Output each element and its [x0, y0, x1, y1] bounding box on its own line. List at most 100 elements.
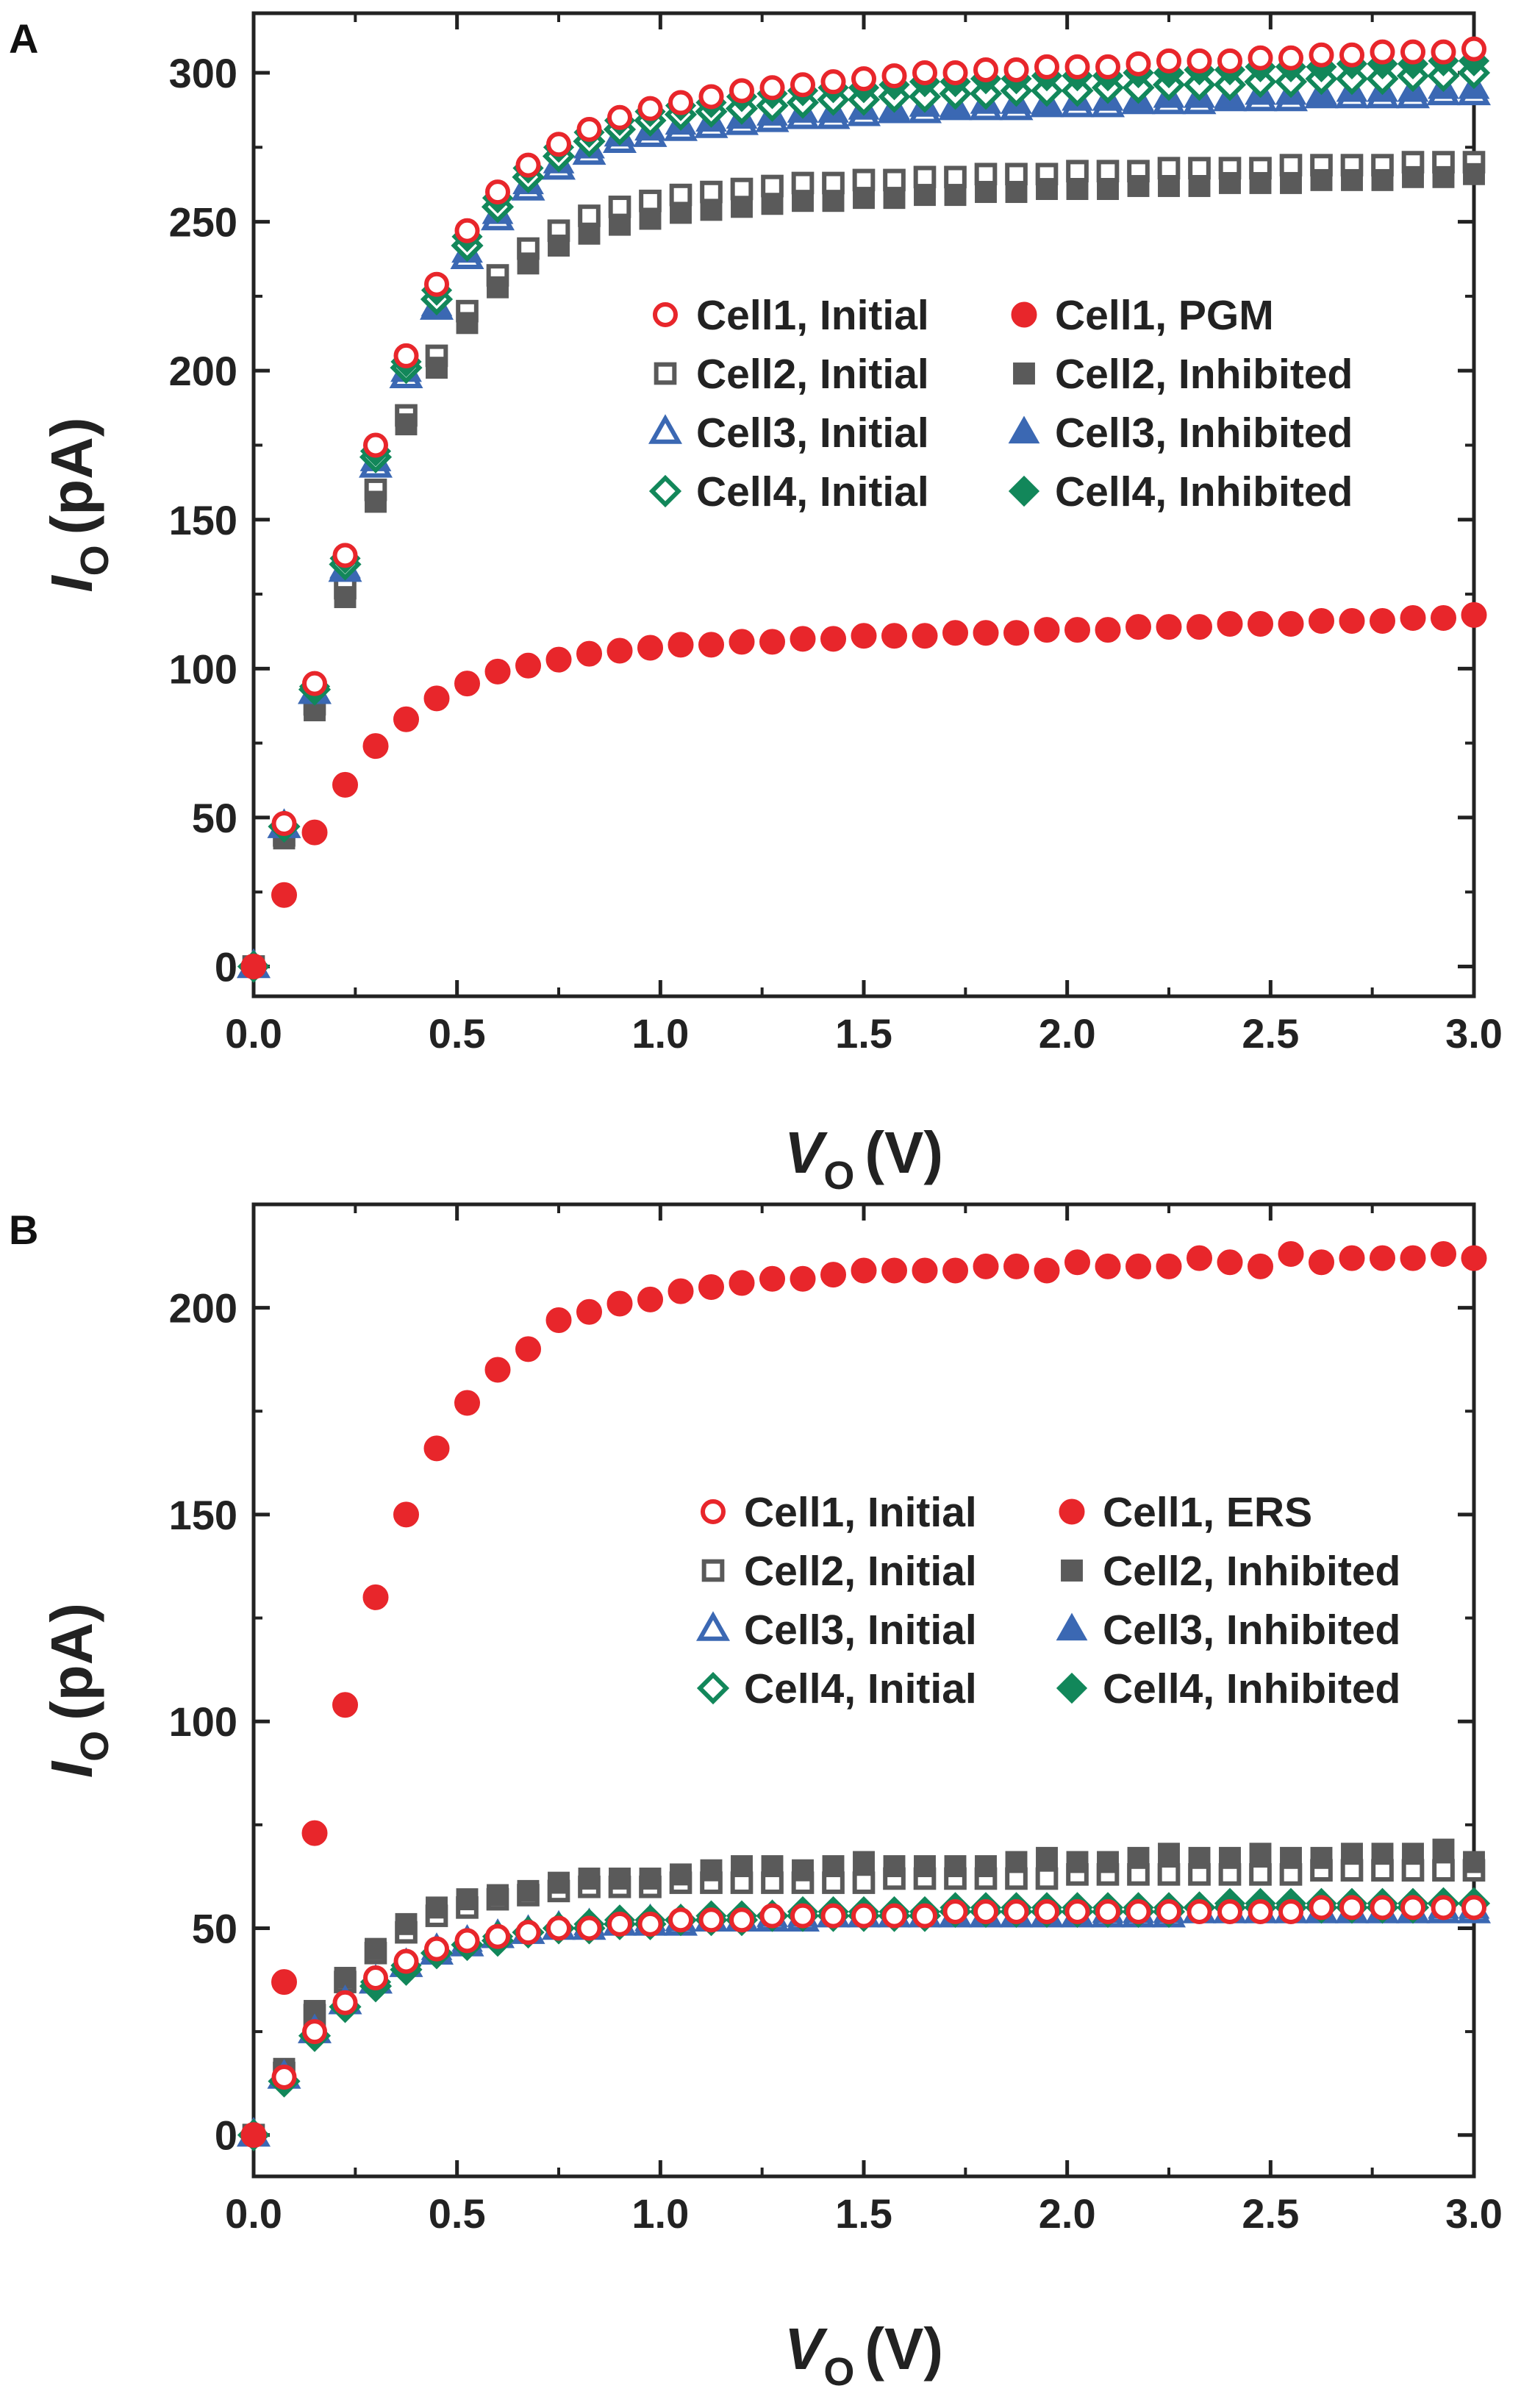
data-point: [881, 623, 907, 649]
data-point: [576, 1298, 602, 1325]
data-point: [545, 1307, 572, 1334]
data-point: [790, 626, 816, 652]
data-point: [1095, 617, 1121, 643]
series-cell1-initial: [241, 1895, 1486, 2148]
x-axis-title: VO (V): [784, 2316, 943, 2394]
data-point: [729, 1907, 754, 1933]
data-point: [1432, 165, 1455, 188]
data-point: [1370, 39, 1395, 65]
data-point: [1339, 1895, 1364, 1921]
y-tick-label: 0: [215, 943, 237, 990]
data-point: [912, 1903, 937, 1929]
data-point: [1156, 1253, 1182, 1279]
data-point: [576, 117, 602, 143]
legend-entry: Cell1, PGM: [1011, 292, 1274, 339]
data-point: [423, 1435, 450, 1462]
data-point: [914, 184, 936, 207]
data-point: [393, 1948, 419, 1974]
legend-entry: Cell2, Initial: [654, 351, 929, 398]
data-point: [548, 235, 570, 257]
data-point: [700, 199, 723, 221]
data-point: [637, 1911, 663, 1937]
data-point: [515, 652, 541, 679]
data-point: [1217, 611, 1243, 637]
data-point: [1035, 1867, 1059, 1890]
data-point: [1461, 1245, 1487, 1271]
data-point: [1400, 1245, 1426, 1271]
data-point: [759, 1903, 785, 1929]
data-point: [700, 1859, 723, 1882]
legend-label: Cell3, Inhibited: [1103, 1607, 1400, 1654]
data-point: [515, 152, 541, 178]
data-point: [545, 646, 572, 673]
data-point: [1432, 1838, 1455, 1861]
data-point: [912, 623, 938, 649]
data-point: [454, 671, 480, 697]
data-point: [393, 343, 419, 368]
legend-label: Cell3, Initial: [744, 1607, 977, 1654]
data-point: [790, 72, 815, 98]
data-point: [1217, 1898, 1242, 1924]
data-point: [485, 179, 510, 205]
data-point: [1371, 168, 1394, 191]
data-point: [576, 640, 602, 667]
data-point: [1003, 1253, 1029, 1279]
x-axis-title: VO (V): [784, 1120, 943, 1198]
legend-entry: Cell3, Initial: [695, 1607, 977, 1654]
data-point: [487, 1884, 509, 1907]
data-point: [1158, 175, 1180, 197]
legend-label: Cell2, Inhibited: [1055, 351, 1353, 398]
data-point: [1188, 157, 1211, 180]
data-point: [424, 271, 449, 297]
data-point: [1400, 1895, 1425, 1921]
legend-marker: [1059, 1498, 1085, 1525]
data-point: [698, 84, 724, 110]
legend: Cell1, Initial Cell1, ERS Cell2, Initial Ce…: [695, 1489, 1400, 1712]
data-point: [1096, 160, 1120, 183]
data-point: [515, 1336, 541, 1362]
data-point: [302, 2019, 327, 2045]
data-point: [792, 1859, 814, 1882]
legend-marker: [701, 1559, 725, 1582]
data-point: [853, 187, 875, 210]
data-point: [454, 1390, 480, 1416]
data-point: [484, 658, 511, 685]
data-point: [1187, 1898, 1212, 1924]
x-tick-label: 3.0: [1445, 2190, 1503, 2237]
data-point: [1066, 178, 1089, 200]
data-point: [454, 1928, 480, 1954]
data-point: [792, 190, 814, 212]
series-cell3-initial: [236, 1893, 1492, 2147]
data-point: [1034, 1898, 1059, 1924]
legend-entry: Cell2, Inhibited: [1013, 351, 1353, 398]
data-point: [973, 1253, 999, 1279]
legend-label: Cell4, Initial: [744, 1665, 977, 1712]
data-point: [975, 1855, 997, 1878]
y-tick-label: 250: [169, 199, 237, 246]
data-point: [851, 1903, 876, 1929]
data-point: [1095, 54, 1120, 79]
data-point: [1400, 39, 1425, 65]
data-point: [944, 165, 967, 189]
data-point: [1064, 1898, 1090, 1924]
x-tick-label: 2.0: [1039, 2190, 1096, 2237]
data-point: [484, 1357, 511, 1383]
data-point: [1249, 1863, 1272, 1886]
plot-area: [236, 36, 1492, 983]
data-point: [1370, 608, 1395, 635]
legend-label: Cell3, Inhibited: [1055, 410, 1353, 457]
legend-marker: [1011, 301, 1037, 328]
data-point: [1066, 1851, 1089, 1873]
data-point: [637, 1286, 663, 1312]
data-point: [1188, 1846, 1211, 1869]
legend-marker: [1008, 415, 1040, 444]
data-point: [271, 811, 297, 837]
data-point: [607, 1911, 632, 1937]
data-point: [944, 184, 967, 207]
data-point: [1341, 168, 1363, 191]
data-point: [1461, 36, 1486, 62]
legend-label: Cell4, Inhibited: [1103, 1665, 1400, 1712]
data-point: [1187, 48, 1212, 74]
data-point: [332, 771, 358, 798]
legend-marker: [1056, 1672, 1088, 1704]
